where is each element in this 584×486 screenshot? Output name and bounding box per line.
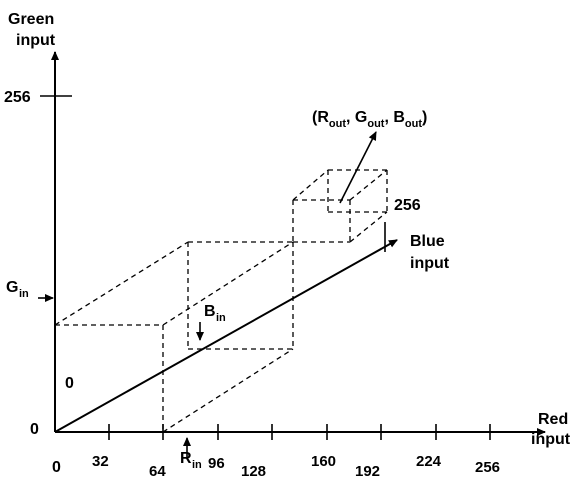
red-tick-label: 192 (355, 463, 380, 480)
red-axis-label-line2: input (531, 431, 571, 448)
red-tick-label: 96 (208, 455, 225, 472)
dashed-guides (54, 169, 388, 433)
red-axis-label-line1: Red (538, 411, 568, 428)
origin-left-label: 0 (30, 421, 39, 438)
red-tick-label: 256 (475, 459, 500, 476)
green-tick-256-label: 256 (4, 89, 31, 106)
red-tick-label: 128 (241, 463, 266, 480)
g-in-label: G in (6, 279, 29, 300)
blue-axis-label-line2: input (410, 255, 450, 272)
blue-origin-label: 0 (65, 375, 74, 392)
svg-text:in: in (216, 312, 226, 324)
blue-axis-label-line1: Blue (410, 233, 445, 250)
red-tick-label: 160 (311, 453, 336, 470)
svg-text:B: B (204, 303, 216, 320)
red-tick-label: 32 (92, 453, 109, 470)
output-pointer-arrow (339, 131, 377, 204)
b-in-label: B in (204, 303, 226, 324)
red-tick-label: 64 (149, 463, 166, 480)
r-in-label: R in (180, 450, 202, 471)
output-coordinate-label: (Rout, Gout, Bout) (312, 109, 427, 130)
blue-tick-256-label: 256 (394, 197, 421, 214)
red-tick-label: 224 (416, 453, 442, 470)
blue-axis (54, 239, 398, 433)
green-axis-label-line2: input (16, 32, 56, 49)
origin-bottom-label: 0 (52, 459, 61, 476)
svg-text:G: G (6, 279, 18, 296)
green-axis-label-line1: Green (8, 11, 54, 28)
svg-text:R: R (180, 450, 192, 467)
svg-text:in: in (19, 288, 29, 300)
svg-text:in: in (192, 459, 202, 471)
